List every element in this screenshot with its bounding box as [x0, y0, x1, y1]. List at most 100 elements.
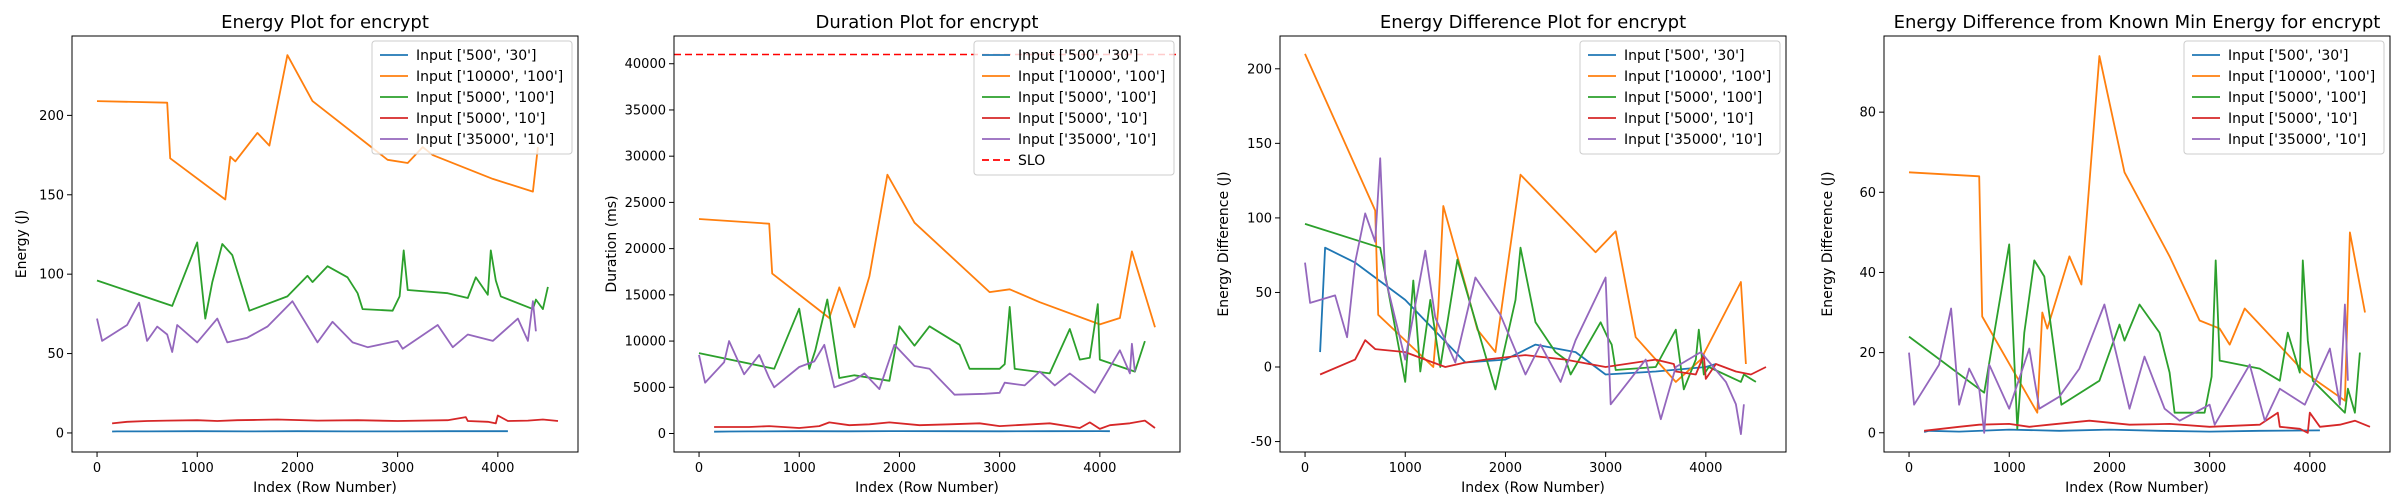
x-tick-label: 0 [1905, 461, 1913, 476]
legend-label: Input ['35000', '10'] [2228, 132, 2366, 148]
y-axis-label: Energy Difference (J) [1820, 171, 1836, 316]
y-tick-label: 150 [39, 188, 64, 203]
y-tick-label: 50 [47, 347, 64, 362]
legend-label: Input ['500', '30'] [1624, 48, 1744, 64]
legend: Input ['500', '30'] Input ['10000', '100'… [371, 40, 573, 155]
legend-label: Input ['5000', '100'] [1018, 90, 1156, 106]
y-tick-label: 80 [1859, 106, 1876, 121]
y-tick-label: 40000 [625, 57, 666, 72]
x-tick-label: 2000 [281, 461, 314, 476]
chart-title: Energy Difference Plot for encrypt [1380, 12, 1686, 33]
legend-label: Input ['5000', '100'] [416, 90, 554, 106]
x-tick-label: 3000 [983, 461, 1016, 476]
legend-box [2183, 40, 2385, 155]
x-axis-label: Index (Row Number) [253, 480, 397, 496]
series-line-2 [1304, 53, 1747, 383]
legend-label: Input ['10000', '100'] [1018, 69, 1165, 85]
y-tick-label: 100 [1247, 211, 1272, 226]
legend-label: Input ['500', '30'] [2228, 48, 2348, 64]
axes-frame [1883, 35, 2391, 453]
y-tick-label: 5000 [633, 381, 666, 396]
x-axis-label: Index (Row Number) [1461, 480, 1605, 496]
series-line-4 [1319, 339, 1767, 380]
legend-label: Input ['35000', '10'] [1624, 132, 1762, 148]
x-tick-label: 0 [695, 461, 703, 476]
series-line-2 [1908, 55, 2366, 414]
legend-label: Input ['500', '30'] [416, 48, 536, 64]
legend-box [371, 40, 573, 155]
plot-area [96, 54, 559, 433]
x-tick-label: 1000 [783, 461, 816, 476]
x-tick-label: 2000 [1489, 461, 1522, 476]
x-tick-label: 0 [1301, 461, 1309, 476]
legend-label: Input ['10000', '100'] [416, 69, 563, 85]
chart-panel-4: Energy Difference from Known Min Energy … [1820, 12, 2391, 496]
series-line-2 [96, 54, 539, 201]
chart-title: Energy Plot for encrypt [221, 12, 429, 33]
series-line-3 [1908, 243, 2361, 430]
series-line-1 [1319, 246, 1717, 376]
x-tick-label: 1000 [1389, 461, 1422, 476]
x-tick-label: 1000 [1993, 461, 2026, 476]
series-line-3 [698, 298, 1146, 382]
series-line-3 [96, 241, 549, 320]
y-tick-label: 0 [1264, 361, 1272, 376]
x-tick-label: 4000 [1689, 461, 1722, 476]
x-tick-label: 1000 [181, 461, 214, 476]
legend-label: Input ['500', '30'] [1018, 48, 1138, 64]
legend-label: Input ['5000', '10'] [416, 111, 545, 127]
y-axis-label: Energy Difference (J) [1216, 171, 1232, 316]
series-line-4 [714, 419, 1156, 430]
axes-frame [71, 35, 579, 453]
legend-label: Input ['5000', '100'] [1624, 90, 1762, 106]
legend-box [1579, 40, 1781, 155]
series-line-1 [714, 430, 1110, 433]
x-tick-label: 3000 [381, 461, 414, 476]
y-tick-label: 200 [39, 109, 64, 124]
legend-label: Input ['5000', '10'] [1018, 111, 1147, 127]
x-tick-label: 4000 [2293, 461, 2326, 476]
legend-label: Input ['5000', '100'] [2228, 90, 2366, 106]
chart-title: Duration Plot for encrypt [816, 12, 1039, 33]
plot-area [1908, 55, 2371, 434]
x-tick-label: 2000 [2093, 461, 2126, 476]
y-tick-label: 30000 [625, 150, 666, 165]
legend: Input ['500', '30'] Input ['10000', '100'… [2183, 40, 2385, 155]
legend-label: Input ['35000', '10'] [416, 132, 554, 148]
axes-frame [673, 35, 1181, 453]
legend-label: Input ['10000', '100'] [1624, 69, 1771, 85]
series-line-5 [698, 340, 1136, 396]
y-tick-label: 25000 [625, 196, 666, 211]
y-tick-label: 200 [1247, 62, 1272, 77]
axes-frame [1279, 35, 1787, 453]
x-tick-label: 0 [93, 461, 101, 476]
series-line-2 [698, 173, 1156, 329]
x-axis-label: Index (Row Number) [2065, 480, 2209, 496]
series-line-4 [112, 414, 559, 425]
x-tick-label: 4000 [1083, 461, 1116, 476]
legend-label: Input ['5000', '10'] [2228, 111, 2357, 127]
series-line-5 [96, 300, 537, 353]
y-tick-label: 40 [1859, 266, 1876, 281]
x-tick-label: 3000 [1589, 461, 1622, 476]
x-axis-label: Index (Row Number) [855, 480, 999, 496]
y-axis-label: Duration (ms) [604, 195, 620, 292]
series-line-1 [1923, 428, 2320, 433]
chart-title: Energy Difference from Known Min Energy … [1894, 12, 2381, 33]
y-tick-label: 35000 [625, 103, 666, 118]
legend-label: Input ['5000', '10'] [1624, 111, 1753, 127]
series-line-5 [1304, 157, 1745, 436]
y-tick-label: 10000 [625, 335, 666, 350]
y-tick-label: -50 [1251, 435, 1272, 450]
y-axis-label: Energy (J) [14, 210, 30, 279]
legend: Input ['500', '30'] Input ['10000', '100'… [1579, 40, 1781, 155]
y-tick-label: 50 [1255, 286, 1272, 301]
legend-label: SLO [1018, 153, 1045, 169]
y-tick-label: 15000 [625, 288, 666, 303]
legend-label: Input ['10000', '100'] [2228, 69, 2375, 85]
y-tick-label: 100 [39, 268, 64, 283]
series-line-4 [1923, 411, 2371, 434]
y-tick-label: 20 [1859, 346, 1876, 361]
